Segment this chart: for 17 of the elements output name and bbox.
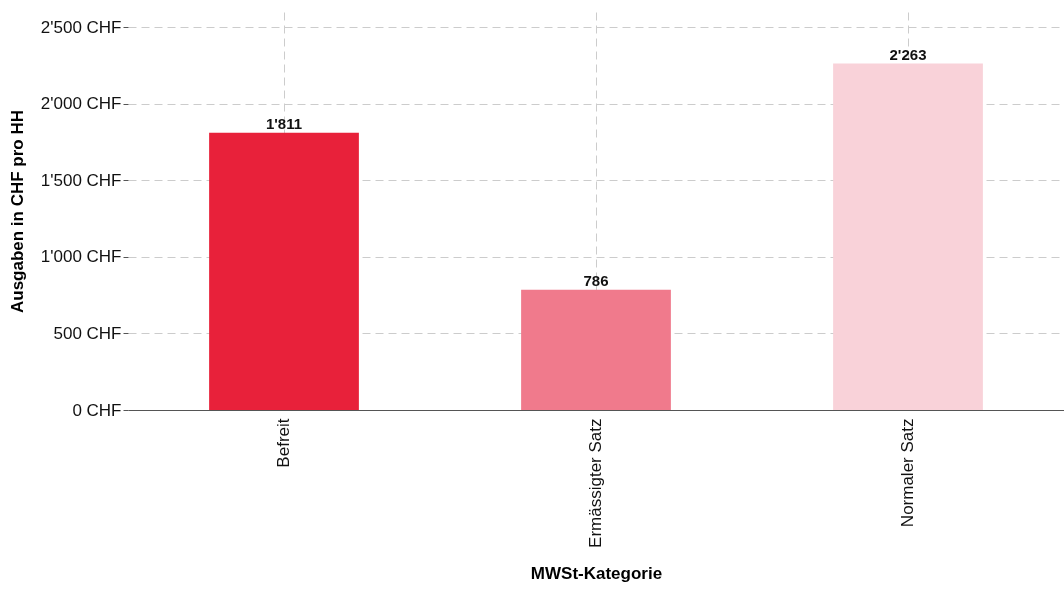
- bar: [521, 289, 671, 410]
- x-tick-label: Normaler Satz: [898, 418, 917, 528]
- y-tick-label: 1'500 CHF: [40, 170, 122, 190]
- x-tick-label: Befreit: [274, 418, 293, 468]
- data-label: 1'811: [265, 114, 303, 132]
- y-tick-label: 2'000 CHF: [40, 94, 122, 114]
- y-tick-label: 1'000 CHF: [40, 247, 122, 267]
- y-tick-label: 0 CHF: [72, 400, 122, 420]
- y-axis-title: Ausgaben in CHF pro HH: [7, 109, 27, 314]
- bar: [209, 132, 359, 410]
- y-tick-label: 500 CHF: [53, 323, 122, 343]
- data-label: 2'263: [889, 45, 927, 63]
- x-tick-label: Ermässigter Satz: [586, 418, 605, 548]
- data-label: 786: [583, 271, 609, 289]
- y-tick-label: 2'500 CHF: [40, 17, 122, 37]
- x-axis-title: MWSt-Kategorie: [530, 563, 663, 583]
- bar: [833, 63, 983, 410]
